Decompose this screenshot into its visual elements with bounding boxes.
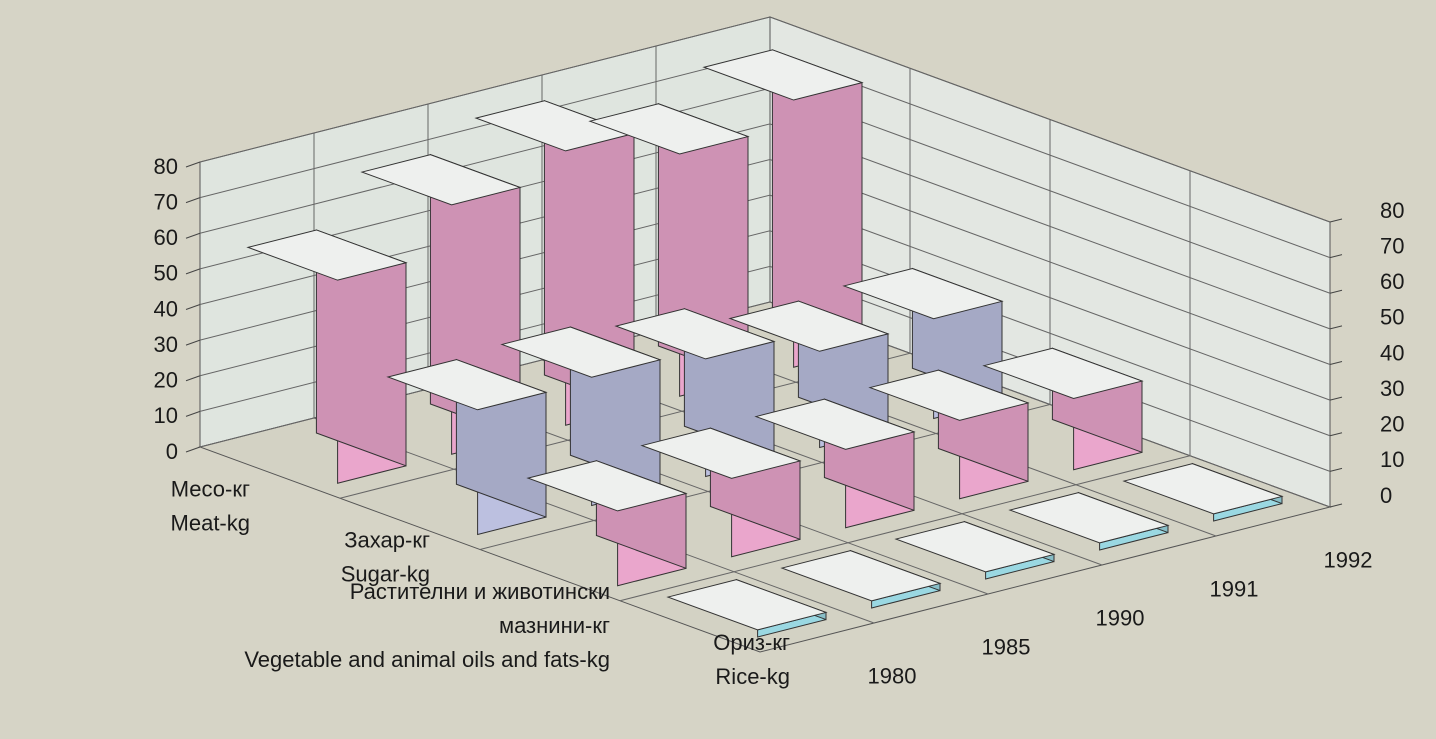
x-tick-label: 1980	[868, 663, 917, 688]
bar-top	[526, 460, 688, 512]
y-tick	[185, 375, 201, 382]
y2-tick	[1329, 432, 1343, 437]
series-label-line: Растителни и животински	[350, 579, 610, 604]
grid-line	[199, 16, 1331, 223]
y2-tick	[1329, 325, 1343, 330]
x-tick-label: 1985	[982, 634, 1031, 659]
series-label-en: Vegetable and animal oils and fats-kg	[244, 647, 610, 672]
bar-top	[1122, 463, 1284, 515]
bar-top	[868, 369, 1030, 421]
bar-top	[702, 49, 864, 101]
y-tick-label: 10	[154, 403, 178, 428]
y-tick-label: 80	[154, 154, 178, 179]
y2-tick-label: 40	[1380, 340, 1404, 365]
bar-top	[780, 550, 942, 602]
y-tick-label: 60	[154, 225, 178, 250]
y2-tick	[1329, 254, 1343, 259]
y-tick-label: 70	[154, 189, 178, 214]
y-tick	[185, 197, 201, 204]
y2-tick-label: 20	[1380, 412, 1404, 437]
bar-top	[614, 308, 776, 360]
series-label-en: Meat-kg	[171, 510, 250, 535]
bar-top	[386, 359, 548, 411]
bar-top	[640, 427, 802, 479]
bar-top	[588, 103, 750, 155]
bar-top	[1008, 492, 1170, 544]
bar-top	[360, 154, 522, 206]
series-label-line: мазнини-кг	[499, 613, 610, 638]
y-tick	[185, 339, 201, 346]
x-tick-label: 1992	[1324, 547, 1373, 572]
y-tick-label: 20	[154, 368, 178, 393]
y2-tick-label: 30	[1380, 376, 1404, 401]
x-tick-label: 1990	[1096, 605, 1145, 630]
bar-top	[894, 521, 1056, 573]
bar-top	[982, 347, 1144, 399]
y2-tick-label: 10	[1380, 447, 1404, 472]
bar-top	[666, 579, 828, 631]
y2-tick	[1329, 396, 1343, 401]
y-tick	[185, 304, 201, 310]
y-tick	[185, 232, 201, 239]
y-tick-label: 30	[154, 332, 178, 357]
y2-tick	[1329, 218, 1343, 223]
y2-tick	[1329, 361, 1343, 365]
y2-tick-label: 70	[1380, 233, 1404, 258]
y-tick-label: 50	[154, 261, 178, 286]
bar-top	[728, 300, 890, 352]
series-label-en: Sugar-kg	[341, 562, 430, 587]
bar-top	[246, 229, 408, 281]
grid-line	[199, 158, 1331, 365]
y2-tick-label: 0	[1380, 483, 1392, 508]
y2-tick	[1329, 503, 1343, 508]
bar-top	[754, 398, 916, 450]
y2-tick	[1329, 289, 1343, 294]
series-label: Захар-кг	[344, 528, 430, 553]
bar-top	[500, 326, 662, 378]
y-tick	[185, 446, 201, 453]
y-tick-label: 0	[166, 439, 178, 464]
y2-tick-label: 50	[1380, 305, 1404, 330]
y-tick	[185, 410, 201, 417]
y-tick	[185, 268, 201, 275]
grid-line	[199, 123, 1331, 330]
series-label-en: Rice-kg	[715, 664, 790, 689]
series-label: Растителни и животински мазнини-кг	[350, 579, 610, 638]
series-label: Месо-кг	[171, 476, 250, 501]
y2-tick-label: 60	[1380, 269, 1404, 294]
y-tick-label: 40	[154, 296, 178, 321]
x-tick-label: 1991	[1210, 576, 1259, 601]
y2-tick-label: 80	[1380, 198, 1404, 223]
y-tick	[185, 161, 201, 168]
y2-tick	[1329, 467, 1343, 472]
bar-top	[842, 268, 1004, 320]
series-label: Ориз-кг	[713, 630, 790, 655]
